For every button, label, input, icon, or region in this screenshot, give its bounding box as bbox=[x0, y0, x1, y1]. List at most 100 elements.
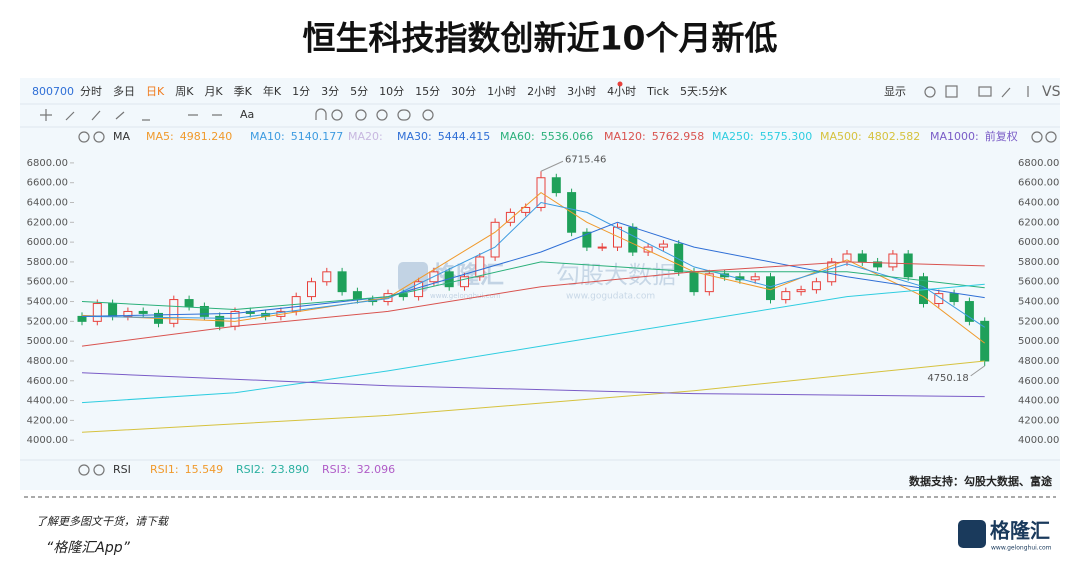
period-button[interactable]: 15分 bbox=[415, 85, 440, 98]
icon[interactable] bbox=[422, 109, 434, 121]
period-button[interactable]: 10分 bbox=[379, 85, 404, 98]
period-button[interactable]: 月K bbox=[204, 85, 223, 98]
candle-body bbox=[781, 291, 791, 301]
period-button[interactable]: 日K bbox=[146, 85, 165, 98]
rsi-name[interactable]: RSI1: bbox=[150, 463, 179, 476]
y-tick-label: 6600.00 bbox=[27, 178, 68, 189]
y-tick-label-right: 5000.00 bbox=[1018, 336, 1059, 347]
y-tick-label-right: 4600.00 bbox=[1018, 376, 1059, 387]
period-button[interactable]: 周K bbox=[175, 85, 194, 98]
icon[interactable] bbox=[397, 109, 411, 121]
legend-name[interactable]: MA30: bbox=[397, 130, 432, 143]
period-button[interactable]: 30分 bbox=[451, 85, 476, 98]
settings-icon[interactable] bbox=[93, 131, 105, 143]
period-button[interactable]: 多日 bbox=[113, 84, 135, 98]
candle-body bbox=[307, 281, 316, 298]
eye-icon[interactable] bbox=[78, 464, 90, 476]
rsi-name[interactable]: RSI bbox=[113, 463, 131, 476]
rsi-name[interactable]: RSI2: bbox=[236, 463, 265, 476]
icon[interactable] bbox=[331, 109, 343, 121]
y-tick-label-right: 6800.00 bbox=[1018, 158, 1059, 169]
y-tick-label-right: 6000.00 bbox=[1018, 237, 1059, 248]
period-button[interactable]: 5天:5分K bbox=[680, 85, 728, 98]
legend-name[interactable]: MA5: bbox=[146, 130, 174, 143]
y-tick-label-right: 4000.00 bbox=[1018, 435, 1059, 446]
settings-icon[interactable] bbox=[93, 464, 105, 476]
display-button[interactable]: 显示 bbox=[884, 85, 906, 98]
y-tick-label-right: 5200.00 bbox=[1018, 316, 1059, 327]
high-pointer bbox=[540, 160, 564, 172]
period-button[interactable]: 1小时 bbox=[487, 85, 516, 98]
y-tick-label-right: 5400.00 bbox=[1018, 297, 1059, 308]
period-button[interactable]: 分时 bbox=[80, 85, 102, 98]
watermark-url: www.gelonghui.com bbox=[430, 292, 501, 300]
data-source: 数据支持：勾股大数据、富途 bbox=[909, 474, 1053, 488]
legend-name[interactable]: MA500: bbox=[820, 130, 862, 143]
candle-body bbox=[873, 261, 883, 268]
settings-icon[interactable] bbox=[924, 86, 936, 98]
period-button[interactable]: 季K bbox=[234, 85, 253, 98]
y-tick-label: 5600.00 bbox=[27, 277, 68, 288]
candle-body bbox=[521, 206, 531, 213]
y-tick-label: 4400.00 bbox=[27, 396, 68, 407]
y-tick-label-right: 5800.00 bbox=[1018, 257, 1059, 268]
candle-body bbox=[551, 177, 561, 194]
ma-line bbox=[81, 360, 985, 433]
candle-body bbox=[77, 315, 87, 322]
period-button[interactable]: 1分 bbox=[292, 85, 310, 98]
candle-body bbox=[964, 301, 974, 322]
candle-body bbox=[199, 305, 209, 317]
text-tool[interactable]: Aa bbox=[240, 108, 254, 121]
period-button[interactable]: 5分 bbox=[350, 85, 368, 98]
legend-name[interactable]: MA60: bbox=[500, 130, 535, 143]
period-button[interactable]: 3分 bbox=[321, 85, 339, 98]
period-button[interactable]: 3小时 bbox=[567, 85, 596, 98]
eye-icon[interactable] bbox=[78, 131, 90, 143]
icon[interactable] bbox=[376, 109, 388, 121]
candle-body bbox=[352, 291, 362, 301]
move-icon[interactable] bbox=[40, 109, 52, 121]
period-button[interactable]: 2小时 bbox=[527, 85, 556, 98]
candle-body bbox=[613, 226, 622, 248]
camera-icon[interactable] bbox=[978, 86, 992, 97]
pen-icon[interactable] bbox=[1001, 86, 1029, 98]
legend-value: 5444.415 bbox=[438, 130, 491, 143]
logo-text: 格隆汇 bbox=[990, 519, 1050, 543]
rsi-value: 32.096 bbox=[357, 463, 396, 476]
candle-body bbox=[337, 271, 347, 293]
legend-name[interactable]: MA120: bbox=[604, 130, 646, 143]
box-icon[interactable] bbox=[945, 85, 958, 98]
icon[interactable] bbox=[355, 109, 367, 121]
legend-name[interactable]: MA20: bbox=[348, 130, 383, 143]
candle-body bbox=[643, 246, 653, 253]
indicator-name[interactable]: MA bbox=[113, 130, 130, 143]
vs-button[interactable]: VS bbox=[1042, 84, 1061, 100]
y-tick-label: 5000.00 bbox=[27, 336, 68, 347]
watermark-data-url: www.gogudata.com bbox=[566, 292, 655, 302]
remove-icon[interactable] bbox=[1031, 131, 1043, 143]
legend-name[interactable]: MA10: bbox=[250, 130, 285, 143]
draw-icons[interactable] bbox=[65, 108, 327, 121]
candle-body bbox=[689, 271, 699, 293]
watermark-logo bbox=[398, 262, 428, 292]
candle-body bbox=[674, 243, 684, 273]
stock-code[interactable]: 800700 bbox=[32, 85, 74, 98]
candle-body bbox=[949, 293, 959, 303]
period-button[interactable]: Tick bbox=[646, 85, 669, 98]
rsi-name[interactable]: RSI3: bbox=[322, 463, 351, 476]
candle-body bbox=[184, 299, 194, 307]
panel bbox=[20, 78, 1060, 490]
candle-body bbox=[490, 221, 500, 258]
legend-name[interactable]: MA250: bbox=[712, 130, 754, 143]
legend-value: 5575.300 bbox=[760, 130, 813, 143]
add-icon[interactable] bbox=[1045, 131, 1057, 143]
candle-body bbox=[903, 253, 913, 278]
y-tick-label-right: 6200.00 bbox=[1018, 217, 1059, 228]
period-button[interactable]: 4小时 bbox=[607, 85, 636, 98]
candle-body bbox=[475, 256, 485, 278]
period-button[interactable]: 年K bbox=[263, 84, 282, 98]
promo-text: 了解更多图文干货，请下载 bbox=[36, 515, 170, 528]
y-tick-label: 5400.00 bbox=[27, 297, 68, 308]
legend-name[interactable]: MA1000: bbox=[930, 130, 979, 143]
